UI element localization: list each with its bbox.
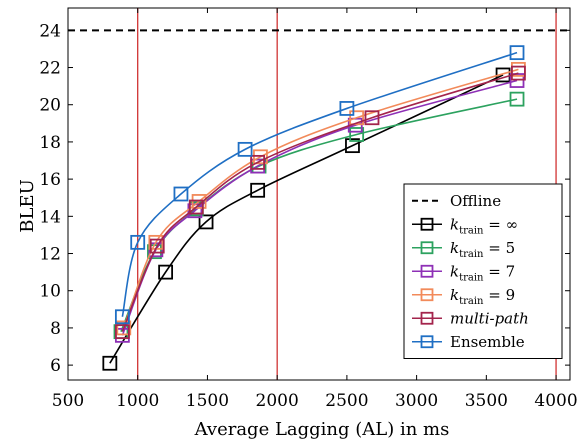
legend-label: ktrain = 9 [450, 286, 515, 307]
series-marker [339, 101, 355, 116]
series-marker [253, 149, 268, 165]
legend-label: Ensemble [450, 333, 525, 351]
legend-swatch-marker [420, 264, 434, 278]
series-4 [114, 65, 526, 340]
series-marker [509, 91, 525, 107]
y-tick-label: 22 [39, 59, 61, 79]
legend-swatch-marker [420, 217, 434, 231]
y-tick-label: 10 [39, 282, 61, 302]
series-marker [237, 141, 253, 157]
series-marker [188, 199, 204, 215]
x-tick-label: 1500 [186, 391, 229, 411]
x-tick-label: 2500 [325, 391, 368, 411]
y-tick-label: 18 [39, 133, 61, 153]
legend-swatch-marker [420, 288, 434, 302]
x-tick-label: 2000 [256, 391, 299, 411]
series-marker [509, 45, 525, 61]
series-marker [345, 138, 360, 154]
y-tick-label: 8 [50, 319, 61, 339]
legend-label: multi-path [450, 309, 529, 327]
y-tick-label: 24 [39, 21, 61, 41]
series-marker [198, 214, 214, 230]
x-tick-label: 3000 [395, 391, 438, 411]
series-marker [349, 127, 365, 142]
series-marker [149, 238, 165, 254]
series-marker [250, 154, 266, 170]
y-tick-label: 12 [39, 245, 61, 265]
x-tick-label: 3500 [465, 391, 508, 411]
legend-label: Offline [450, 192, 501, 210]
y-tick-label: 16 [39, 170, 61, 190]
legend-label: ktrain = ∞ [450, 215, 518, 236]
series-marker [114, 309, 130, 325]
legend-label: ktrain = 7 [450, 262, 515, 283]
series-marker [250, 182, 266, 198]
series-marker [130, 234, 146, 250]
plot-frame [67, 7, 571, 381]
y-tick-label: 20 [39, 96, 61, 116]
plot-layer: 500 1000 1500 2000 2500 3000 3500 4000 6 8 10 12 14 1… [39, 7, 578, 411]
x-tick-label: 1000 [116, 391, 159, 411]
y-axis-label: BLEU [17, 179, 38, 233]
x-axis-label: Average Lagging (AL) in ms [194, 419, 450, 440]
series-marker [173, 186, 189, 202]
x-tick-label: 4000 [534, 391, 577, 411]
x-tick-label: 500 [52, 391, 84, 411]
legend-swatch-marker [420, 335, 434, 349]
series-5 [114, 45, 525, 325]
series-marker [511, 65, 526, 81]
y-tick-label: 14 [39, 207, 61, 227]
series-line [121, 72, 519, 332]
legend-swatch-marker [420, 241, 434, 255]
series-marker [364, 110, 380, 126]
series-marker [114, 324, 130, 340]
series-marker [158, 264, 174, 280]
series-line [121, 51, 518, 317]
series-marker [102, 355, 118, 371]
series-marker [191, 194, 207, 209]
series-marker [116, 320, 132, 336]
legend-swatch-marker [420, 311, 434, 325]
series-marker [349, 110, 365, 126]
legend-label: ktrain = 5 [450, 239, 515, 260]
y-tick-label: 6 [50, 356, 61, 376]
